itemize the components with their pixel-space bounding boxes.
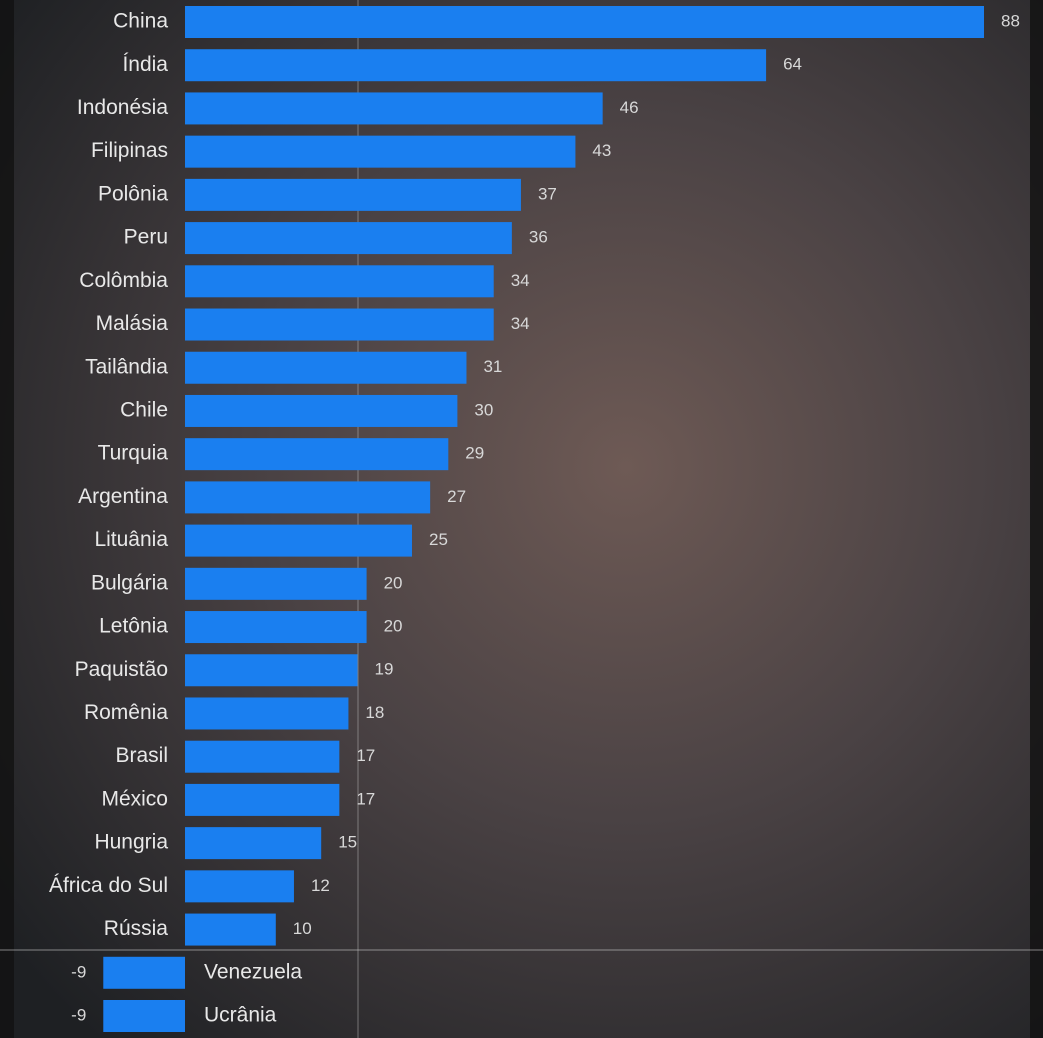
value-label: -9 xyxy=(71,1005,86,1024)
value-label: 18 xyxy=(365,703,384,722)
frame-edge xyxy=(1030,0,1043,1038)
bar xyxy=(185,394,458,427)
bar xyxy=(103,956,185,989)
plot: China 88 Índia 64 Indonésia 46 Filipinas 43 Polô… xyxy=(49,6,1020,1032)
category-label: Chile xyxy=(120,399,168,422)
category-label: Lituânia xyxy=(94,528,168,551)
bar xyxy=(185,740,340,773)
value-label: 12 xyxy=(311,876,330,895)
category-label: Polônia xyxy=(98,182,168,205)
value-label: 31 xyxy=(483,357,502,376)
bar xyxy=(185,611,367,644)
category-label: Indonésia xyxy=(77,96,168,119)
bar xyxy=(185,697,349,730)
bar xyxy=(103,1000,185,1032)
category-label: Hungria xyxy=(94,831,168,854)
value-label: 29 xyxy=(465,444,484,463)
bar xyxy=(185,178,521,211)
category-label: México xyxy=(101,787,168,810)
value-label: 34 xyxy=(511,314,530,333)
category-label: Colômbia xyxy=(79,269,168,292)
value-label: 37 xyxy=(538,184,557,203)
bar xyxy=(185,438,449,471)
category-label: Índia xyxy=(122,53,168,76)
category-label: Filipinas xyxy=(91,139,168,162)
value-label: 46 xyxy=(620,98,639,117)
value-label: 25 xyxy=(429,530,448,549)
value-label: 43 xyxy=(592,141,611,160)
category-label: Bulgária xyxy=(91,571,168,594)
bar xyxy=(185,913,276,946)
value-label: -9 xyxy=(71,962,86,981)
bar xyxy=(185,308,494,341)
value-label: 20 xyxy=(384,573,403,592)
value-label: 15 xyxy=(338,833,357,852)
category-label: China xyxy=(113,10,168,33)
category-label: Letônia xyxy=(99,615,168,638)
category-label: Argentina xyxy=(78,485,168,508)
category-label: Romênia xyxy=(84,701,168,724)
bar xyxy=(185,351,467,384)
category-label: Ucrânia xyxy=(204,1004,277,1027)
value-label: 30 xyxy=(474,400,493,419)
value-label: 64 xyxy=(783,55,802,74)
category-label: Turquia xyxy=(98,442,169,465)
bar xyxy=(185,6,984,38)
value-label: 17 xyxy=(356,746,375,765)
value-label: 27 xyxy=(447,487,466,506)
bar xyxy=(185,827,322,860)
bar xyxy=(185,135,576,168)
category-label: Brasil xyxy=(115,744,168,767)
value-label: 88 xyxy=(1001,11,1020,30)
bar xyxy=(185,222,512,255)
category-label: África do Sul xyxy=(49,874,168,897)
bar xyxy=(185,524,412,557)
category-label: Tailândia xyxy=(85,355,168,378)
value-label: 10 xyxy=(293,919,312,938)
bar xyxy=(185,481,431,514)
bar xyxy=(185,567,367,600)
bar xyxy=(185,783,340,816)
bar xyxy=(185,49,767,82)
category-label: Malásia xyxy=(96,312,169,335)
frame-edge xyxy=(0,0,14,1038)
category-label: Venezuela xyxy=(204,960,302,983)
value-label: 20 xyxy=(384,617,403,636)
category-label: Peru xyxy=(124,226,168,249)
value-label: 17 xyxy=(356,789,375,808)
value-label: 19 xyxy=(375,660,394,679)
category-label: Rússia xyxy=(104,917,169,940)
value-label: 36 xyxy=(529,228,548,247)
bar xyxy=(185,265,494,298)
value-label: 34 xyxy=(511,271,530,290)
bar xyxy=(185,654,358,687)
bar xyxy=(185,92,603,125)
category-label: Paquistão xyxy=(75,658,168,681)
bar xyxy=(185,870,294,903)
